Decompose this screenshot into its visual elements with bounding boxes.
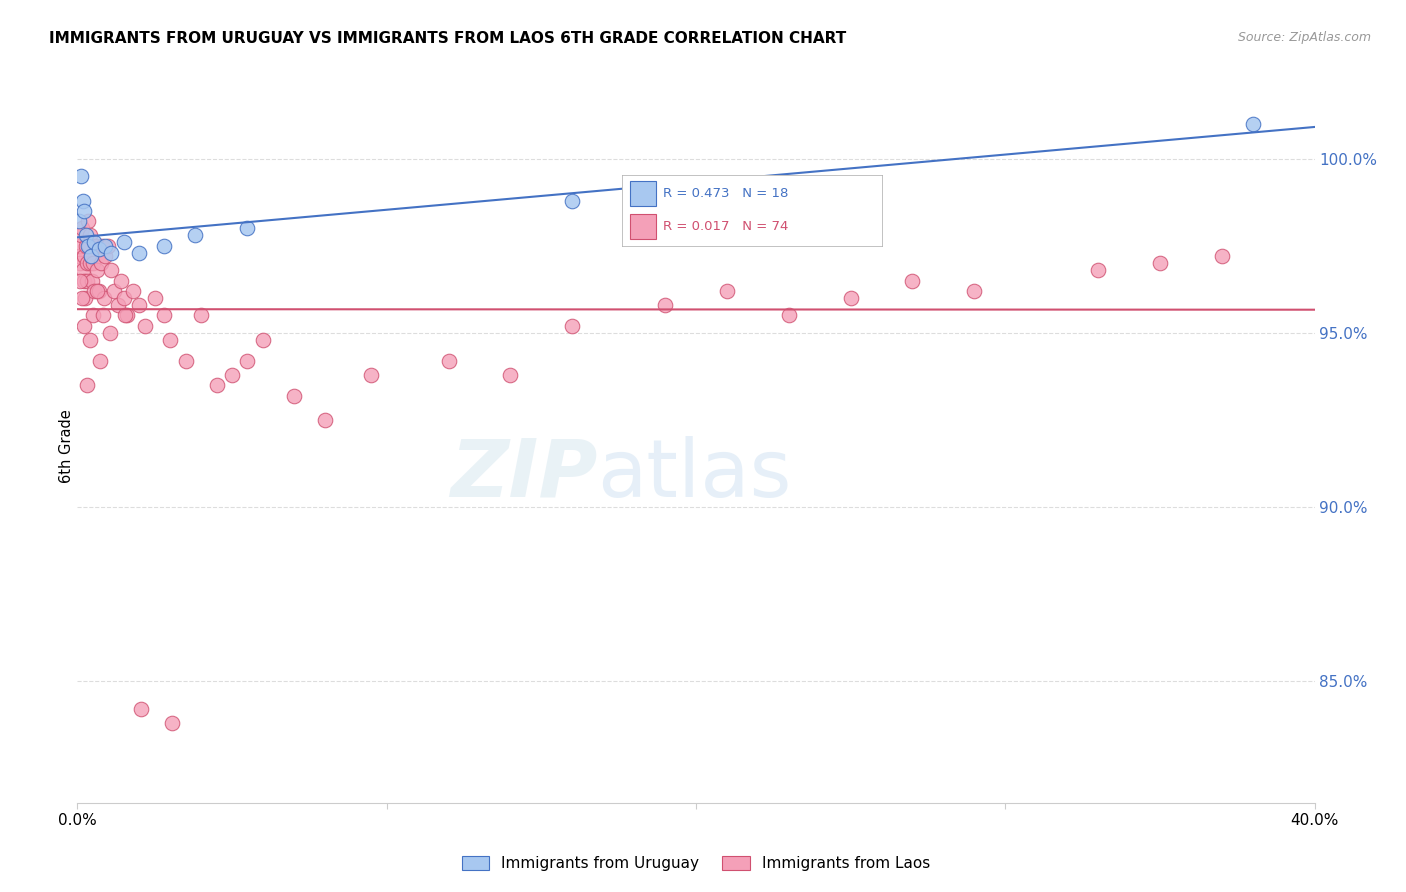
Point [128,245,150,260]
Point [86,284,108,298]
Point [84,239,107,253]
Point [128,298,150,312]
Point [72,194,94,208]
Point [205,378,228,392]
Point [82,274,104,288]
Point [314,413,336,427]
Y-axis label: 6th Grade: 6th Grade [59,409,73,483]
Point [91,239,114,253]
Point [90,256,112,270]
Point [75,291,96,305]
Point [67,214,90,228]
Point [499,368,522,382]
Point [73,318,96,333]
Point [100,263,122,277]
Point [236,221,259,235]
Point [160,715,183,730]
Point [437,353,460,368]
Point [129,702,152,716]
Point [1087,263,1109,277]
Point [67,249,90,263]
Point [252,333,274,347]
Point [72,263,94,277]
Point [839,291,862,305]
Point [716,284,738,298]
Point [77,239,100,253]
Point [778,309,800,323]
Legend: Immigrants from Uruguay, Immigrants from Laos: Immigrants from Uruguay, Immigrants from… [456,849,936,877]
Point [70,221,93,235]
Point [80,249,103,263]
Point [190,309,212,323]
Point [110,274,132,288]
Point [79,228,101,243]
Point [86,263,108,277]
Point [89,353,111,368]
Point [82,256,104,270]
Point [654,298,676,312]
Point [114,309,136,323]
Point [221,368,243,382]
Point [69,256,91,270]
Text: atlas: atlas [598,435,792,514]
Text: ZIP: ZIP [450,435,598,514]
Point [82,309,104,323]
Point [70,169,93,184]
Point [122,284,145,298]
Point [94,249,117,263]
Point [112,235,135,250]
Point [115,309,138,323]
Point [159,333,181,347]
Point [153,309,176,323]
Point [79,333,101,347]
Point [83,235,105,250]
Point [77,214,100,228]
Point [75,228,97,243]
Point [69,239,91,253]
Point [153,239,176,253]
Point [901,274,924,288]
Point [87,284,110,298]
Point [75,239,97,253]
Point [561,194,583,208]
Point [100,245,122,260]
Point [134,318,156,333]
Point [236,353,259,368]
Point [1149,256,1171,270]
Point [77,239,100,253]
Point [107,298,129,312]
Point [1211,249,1233,263]
Point [83,284,105,298]
Point [112,291,135,305]
Text: IMMIGRANTS FROM URUGUAY VS IMMIGRANTS FROM LAOS 6TH GRADE CORRELATION CHART: IMMIGRANTS FROM URUGUAY VS IMMIGRANTS FR… [49,31,846,46]
Point [73,204,96,219]
Point [76,378,98,392]
Point [79,256,101,270]
Point [76,274,98,288]
Point [98,326,121,340]
Point [91,309,114,323]
Point [97,239,120,253]
Point [963,284,986,298]
Point [184,228,207,243]
Point [72,274,94,288]
Point [561,318,583,333]
Point [70,291,93,305]
Point [69,274,91,288]
Point [94,239,117,253]
Point [73,249,96,263]
Point [70,228,93,243]
Point [80,249,103,263]
Point [360,368,382,382]
Point [1241,117,1264,131]
Point [103,284,125,298]
Point [283,388,305,402]
Text: Source: ZipAtlas.com: Source: ZipAtlas.com [1237,31,1371,45]
Point [143,291,166,305]
Point [174,353,197,368]
Point [87,243,110,257]
Point [76,256,98,270]
Point [93,291,115,305]
